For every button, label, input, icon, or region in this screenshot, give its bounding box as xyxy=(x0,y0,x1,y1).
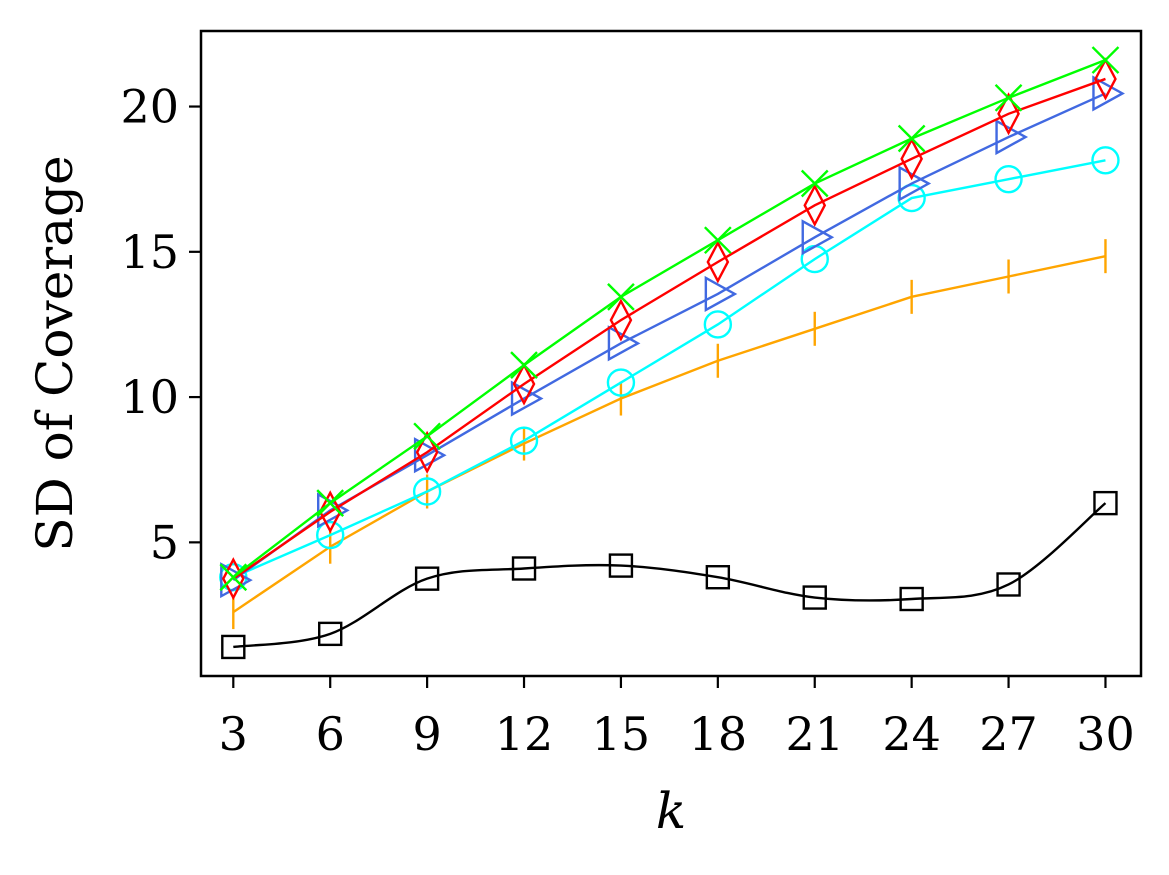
triangle-marker xyxy=(704,275,738,312)
triangle-marker xyxy=(510,380,544,417)
x-tick-label: 6 xyxy=(316,707,345,761)
series-triangle-right xyxy=(220,75,1125,599)
series-line xyxy=(232,58,1106,579)
x-marker xyxy=(1091,46,1120,74)
plot-frame xyxy=(199,29,1143,678)
x-tick-label: 21 xyxy=(785,707,844,761)
series-x xyxy=(219,46,1120,592)
square-marker xyxy=(899,586,924,612)
x-tick-label: 9 xyxy=(412,707,441,761)
diamond-marker xyxy=(318,490,342,534)
square-marker xyxy=(705,565,731,590)
series-vline xyxy=(232,239,1107,630)
y-tick-label: 20 xyxy=(120,80,179,134)
square-marker xyxy=(221,634,246,660)
series-line xyxy=(232,92,1106,582)
series-line xyxy=(232,254,1106,614)
square-marker xyxy=(996,572,1021,597)
series-line xyxy=(232,159,1106,579)
x-tick-label: 15 xyxy=(592,707,651,761)
series-line xyxy=(232,77,1106,580)
square-marker xyxy=(802,585,827,610)
x-marker xyxy=(703,226,732,255)
triangle-marker xyxy=(801,219,835,256)
y-tick-label: 10 xyxy=(120,370,179,424)
series-square xyxy=(221,490,1118,660)
circle-marker xyxy=(316,520,345,550)
diamond-marker xyxy=(997,92,1020,136)
circle-marker xyxy=(994,164,1023,194)
x-tick-label: 18 xyxy=(689,707,748,761)
x-axis-label: k xyxy=(656,782,686,840)
diamond-marker xyxy=(1094,57,1117,101)
triangle-marker xyxy=(413,437,447,474)
x-marker xyxy=(413,422,441,451)
x-tick-label: 30 xyxy=(1076,707,1135,761)
x-marker xyxy=(994,83,1023,112)
series-layer xyxy=(219,46,1125,660)
x-marker xyxy=(897,124,926,153)
series-diamond xyxy=(221,57,1117,601)
square-marker xyxy=(414,566,440,591)
square-marker xyxy=(1093,490,1118,516)
series-line xyxy=(233,502,1107,649)
diamond-marker xyxy=(512,362,536,406)
diamond-marker xyxy=(706,240,730,284)
circle-marker xyxy=(703,310,733,339)
circle-marker xyxy=(606,368,636,397)
square-marker xyxy=(608,553,634,578)
x-marker xyxy=(800,169,829,198)
ticks-layer: 3 6 9 12 15 18 21 24 27 30 5 10 15 20 xyxy=(120,80,1134,761)
y-tick-label: 15 xyxy=(120,225,179,279)
square-marker xyxy=(318,621,343,647)
diamond-marker xyxy=(609,298,633,342)
square-marker xyxy=(511,556,537,581)
series-circle xyxy=(219,146,1120,592)
y-axis-label: SD of Coverage xyxy=(26,155,84,551)
circle-marker xyxy=(1091,146,1120,175)
diamond-marker xyxy=(415,430,439,474)
triangle-marker xyxy=(1092,75,1125,112)
y-tick-label: 5 xyxy=(150,515,179,569)
x-marker xyxy=(219,563,248,592)
x-marker xyxy=(316,489,345,517)
x-tick-label: 12 xyxy=(495,707,554,761)
diamond-marker xyxy=(803,183,827,227)
circle-marker xyxy=(509,426,539,455)
triangle-marker xyxy=(220,562,253,599)
x-marker xyxy=(607,282,635,311)
diamond-marker xyxy=(900,137,924,181)
x-tick-label: 27 xyxy=(979,707,1038,761)
x-tick-label: 24 xyxy=(882,707,941,761)
circle-marker xyxy=(412,477,442,506)
x-marker xyxy=(510,351,538,379)
x-tick-label: 3 xyxy=(219,707,248,761)
